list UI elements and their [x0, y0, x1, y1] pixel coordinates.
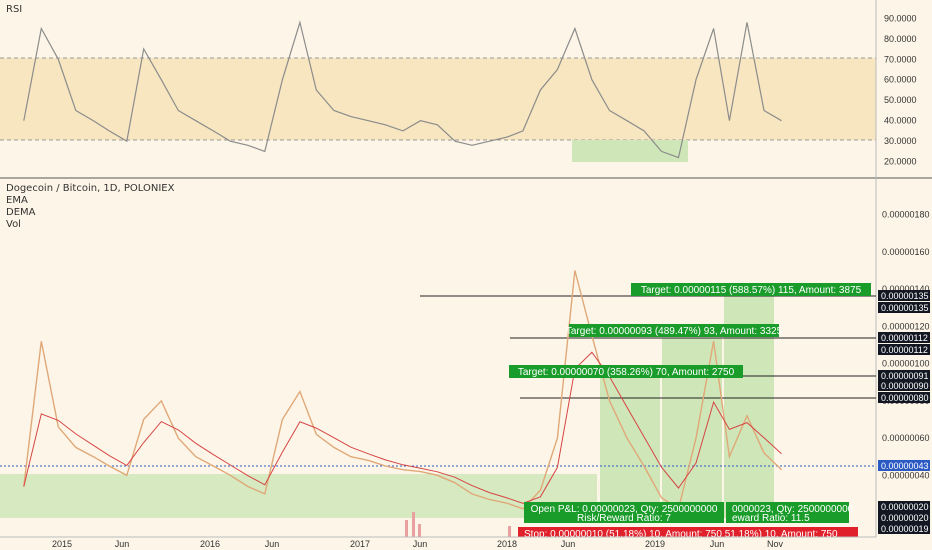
rsi-tick-label: 20.0000 [884, 157, 917, 167]
price-tick-label: 0.00000180 [882, 210, 930, 220]
price-level-label: 0.00000019 [881, 524, 929, 534]
pnl-box-2-line-2: eward Ratio: 11.5 [732, 513, 810, 524]
pnl-box-1[interactable]: Open P&L: 0.00000023, Qty: 2500000000 Ri… [524, 502, 724, 524]
price-level-label: 0.00000091 [881, 371, 929, 381]
price-level-label: 0.00000135 [881, 291, 929, 301]
price-axis: 0.00000180 0.00000160 0.00000140 0.00000120… [882, 210, 930, 518]
price-tick-label: 0.00000040 [882, 470, 930, 480]
target-label-1[interactable]: Target: 0.00000115 (588.57%) 115, Amount… [631, 283, 871, 296]
target-label-2[interactable]: Target: 0.00000093 (489.47%) 93, Amount:… [566, 324, 783, 337]
price-level-labels: 0.00000135 0.00000135 0.00000112 0.00000112… [878, 290, 930, 534]
rsi-tick-label: 80.0000 [884, 34, 917, 44]
price-level-label-bg [878, 523, 930, 534]
indicator-ema: EMA [6, 195, 28, 206]
rsi-tick-label: 50.0000 [884, 95, 917, 105]
price-panel[interactable]: 0.00000180 0.00000160 0.00000140 0.00000120… [0, 210, 930, 540]
price-level-label: 0.00000112 [881, 345, 928, 355]
price-level-label-bg [878, 380, 930, 391]
pnl-box-1-line-1: Open P&L: 0.00000023, Qty: 2500000000 [531, 504, 718, 515]
rsi-line [23, 20, 782, 159]
price-level-label: 0.00000080 [881, 393, 929, 403]
pnl-box-1-bg [524, 502, 724, 523]
rsi-axis: 90.0000 80.0000 70.0000 60.0000 50.0000 40.00… [884, 13, 917, 166]
volume-bar [405, 520, 408, 537]
target-label-2-bg [569, 324, 779, 337]
price-level-label-bg [878, 512, 930, 523]
price-level-label-bg [878, 460, 930, 471]
target-label-1-bg [631, 283, 871, 296]
time-axis-label: Jun [561, 539, 576, 549]
target-label-3-text: Target: 0.00000070 (358.26%) 70, Amount:… [518, 367, 735, 378]
price-level-label: 0.00000090 [881, 381, 929, 391]
time-axis-label: 2017 [350, 539, 370, 549]
price-tick-label: 0.00000100 [882, 359, 930, 369]
volume-bar [508, 526, 511, 537]
price-level-label-bg [878, 344, 930, 355]
rsi-band [0, 58, 876, 140]
price-level-label-bg [878, 392, 930, 403]
price-level-label: 0.00000043 [881, 461, 929, 471]
price-level-label-bg [878, 302, 930, 313]
price-tick-label: 0.00000160 [882, 247, 930, 257]
rsi-green-zone [572, 140, 688, 162]
price-tick-label: 0.00000140 [882, 284, 930, 294]
stop-label-bg [518, 527, 858, 539]
indicator-vol: Vol [6, 219, 21, 230]
stop-label-text: Stop: 0.00000010 (51.18%) 10, Amount: 75… [524, 529, 838, 540]
volume-bar [418, 524, 421, 537]
target-label-3-bg [509, 365, 743, 378]
price-tick-label: 0.00000120 [882, 321, 930, 331]
pnl-box-2-bg [726, 502, 849, 523]
time-axis-label: Jun [265, 539, 280, 549]
time-axis-bg [0, 537, 932, 550]
target-label-3[interactable]: Target: 0.00000070 (358.26%) 70, Amount:… [509, 365, 743, 378]
rsi-tick-label: 30.0000 [884, 136, 917, 146]
price-level-label: 0.00000135 [881, 303, 929, 313]
rsi-title: RSI [6, 4, 23, 15]
price-level-label: 0.00000020 [881, 502, 929, 512]
price-level-label: 0.00000112 [881, 333, 928, 343]
rsi-tick-label: 70.0000 [884, 54, 917, 64]
rsi-tick-label: 90.0000 [884, 13, 917, 23]
price-level-label: 0.00000020 [881, 513, 929, 523]
price-line [23, 270, 782, 510]
time-axis-label: 2019 [645, 539, 665, 549]
volume-bars [405, 512, 511, 537]
rsi-panel[interactable]: 90.0000 80.0000 70.0000 60.0000 50.0000 40.00… [0, 13, 917, 167]
price-level-label-bg [878, 332, 930, 343]
time-axis-label: 2018 [497, 539, 517, 549]
time-axis-label: 2015 [52, 539, 72, 549]
time-axis-label: Jun [413, 539, 428, 549]
time-axis-label: 2016 [200, 539, 220, 549]
indicator-dema: DEMA [6, 207, 36, 218]
price-level-label-bg [878, 290, 930, 301]
price-tick-label: 0.00000060 [882, 433, 930, 443]
rsi-legend: RSI [6, 4, 22, 16]
ema-line [23, 351, 782, 504]
rsi-tick-label: 40.0000 [884, 116, 917, 126]
rsi-tick-label: 60.0000 [884, 75, 917, 85]
price-legend: Dogecoin / Bitcoin, 1D, POLONIEX EMA DEM… [6, 183, 174, 231]
pnl-box-1-line-2: Risk/Reward Ratio: 7 [577, 513, 671, 524]
price-level-label-bg [878, 370, 930, 381]
pnl-box-2[interactable]: 0000023, Qty: 2500000000 eward Ratio: 11… [726, 502, 854, 524]
stop-label[interactable]: Stop: 0.00000010 (51.18%) 10, Amount: 75… [518, 527, 858, 540]
time-axis-label: Jun [710, 539, 725, 549]
volume-bar [412, 512, 415, 537]
price-level-label-bg [878, 501, 930, 512]
time-axis: 2015 Jun 2016 Jun 2017 Jun 2018 Jun 2019 Jun Nov [52, 539, 784, 549]
target-label-1-text: Target: 0.00000115 (588.57%) 115, Amount… [641, 285, 862, 296]
pnl-box-2-line-1: 0000023, Qty: 2500000000 [732, 504, 854, 515]
time-axis-label: Jun [115, 539, 130, 549]
lower-green-zone [0, 474, 597, 518]
price-title: Dogecoin / Bitcoin, 1D, POLONIEX [6, 183, 175, 194]
target-label-2-text: Target: 0.00000093 (489.47%) 93, Amount:… [566, 326, 783, 337]
time-axis-label: Nov [767, 539, 784, 549]
